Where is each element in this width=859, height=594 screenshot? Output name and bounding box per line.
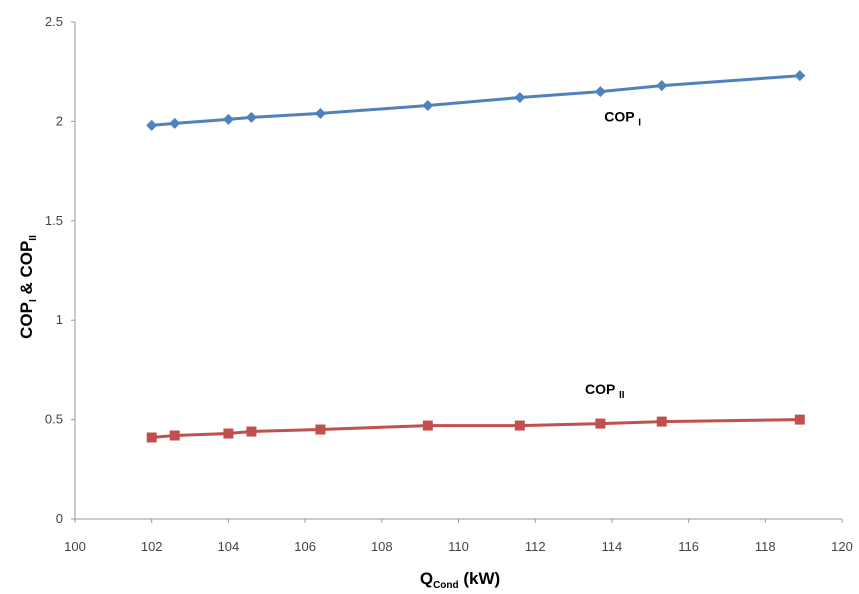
series-label-sub: II <box>619 390 625 401</box>
y-axis-title-b-sub: II <box>28 235 39 241</box>
x-tick-label: 116 <box>678 539 699 554</box>
x-tick-label: 112 <box>525 539 546 554</box>
series-2-point <box>169 430 180 441</box>
x-tick-label: 102 <box>141 539 163 554</box>
series-2-point <box>146 432 157 443</box>
series-label-sub: I <box>638 117 641 128</box>
y-axis-title-a: COP <box>17 302 36 339</box>
series-2-point <box>223 428 234 439</box>
series-1-point <box>222 113 234 125</box>
series-1-point <box>169 117 181 129</box>
series-label-main: COP <box>585 381 619 397</box>
y-tick-label: 1 <box>56 312 63 327</box>
series-2-point <box>794 414 805 425</box>
x-tick-label: 106 <box>294 539 316 554</box>
x-axis-title-suffix: (kW) <box>459 569 501 588</box>
series-2-point <box>422 420 433 431</box>
series-2-point <box>656 416 667 427</box>
series-1-point <box>514 92 526 104</box>
series-layer <box>146 70 806 443</box>
series-1-point <box>594 86 606 98</box>
x-tick-label: 100 <box>64 539 86 554</box>
y-tick-label: 0 <box>56 511 63 526</box>
y-tick-label: 2.5 <box>45 14 63 29</box>
x-tick-label: 104 <box>218 539 240 554</box>
x-tick-label: 110 <box>448 539 469 554</box>
y-axis-title-a-sub: I <box>28 299 39 302</box>
series-1-point <box>314 107 326 119</box>
series-line-2 <box>151 418 800 439</box>
series-label-1: COP I <box>604 108 641 128</box>
x-axis-title: QCond (kW) <box>420 569 500 591</box>
x-axis-title-sub: Cond <box>433 580 459 591</box>
series-2-point <box>246 426 257 437</box>
x-tick-label: 108 <box>371 539 393 554</box>
series-line-1 <box>151 74 800 127</box>
series-2-point <box>514 420 525 431</box>
y-tick-group: 0 0.5 1 1.5 2 2.5 <box>45 14 75 526</box>
series-label-2: COP II <box>585 381 625 401</box>
x-tick-label: 114 <box>602 539 623 554</box>
series-2-point <box>315 424 326 435</box>
series-2-point <box>595 418 606 429</box>
y-tick-label: 2 <box>56 113 63 128</box>
series-1-point <box>245 111 257 123</box>
x-tick-group: 100 102 104 106 108 110 112 114 116 118 120 <box>64 519 853 554</box>
x-tick-label: 118 <box>755 539 776 554</box>
series-label-main: COP <box>604 108 638 124</box>
series-1-point <box>422 99 434 111</box>
series-1-point <box>146 119 158 131</box>
x-axis-title-main: Q <box>420 569 433 588</box>
series-1-point <box>794 70 806 82</box>
y-tick-label: 1.5 <box>45 213 63 228</box>
x-tick-label: 120 <box>831 539 853 554</box>
y-axis-title-mid: & <box>17 278 36 300</box>
series-1-point <box>656 80 668 92</box>
y-axis-title: COPI & COPII <box>17 235 39 339</box>
y-axis-title-b: COP <box>17 241 36 278</box>
y-tick-label: 0.5 <box>45 412 63 427</box>
